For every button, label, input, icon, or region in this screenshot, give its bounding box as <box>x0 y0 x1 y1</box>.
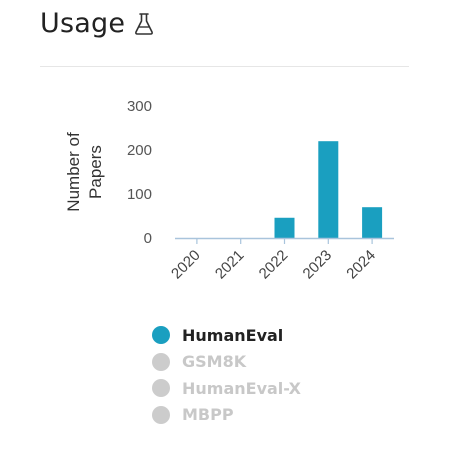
legend-item[interactable]: HumanEval-X <box>152 375 301 402</box>
header-divider <box>40 66 409 67</box>
y-axis-label-line: Papers <box>86 145 105 199</box>
legend-item[interactable]: HumanEval <box>152 322 301 349</box>
legend-dot-icon <box>152 326 170 345</box>
y-tick-label: 0 <box>144 230 152 247</box>
y-tick-label: 200 <box>127 142 152 159</box>
legend-item[interactable]: GSM8K <box>152 349 301 376</box>
legend-dot-icon <box>152 405 170 424</box>
x-tick-label: 2022 <box>256 247 292 283</box>
usage-chart: 0 100 200 300 Number of Papers 2020 2021 2022 202… <box>0 80 452 310</box>
usage-header: Usage <box>40 8 155 39</box>
chart-legend: HumanEval GSM8K HumanEval-X MBPP <box>152 322 301 428</box>
page-title: Usage <box>40 8 126 39</box>
y-axis-label-line: Number of <box>64 132 83 212</box>
legend-dot-icon <box>152 379 170 398</box>
legend-item[interactable]: MBPP <box>152 402 301 429</box>
flask-icon <box>135 12 154 35</box>
legend-label: HumanEval <box>182 325 284 345</box>
x-tick-label: 2024 <box>343 247 379 283</box>
legend-label: GSM8K <box>182 352 247 372</box>
legend-dot-icon <box>152 352 170 371</box>
bar-2023[interactable] <box>318 141 339 238</box>
y-axis-label: Number of Papers <box>64 132 105 212</box>
legend-label: HumanEval-X <box>182 378 301 398</box>
y-tick-label: 100 <box>127 186 152 203</box>
bar-2022[interactable] <box>274 217 295 238</box>
bar-2024[interactable] <box>362 207 383 238</box>
legend-label: MBPP <box>182 405 234 425</box>
x-tick-label: 2021 <box>212 247 248 283</box>
x-tick-label: 2020 <box>168 247 204 283</box>
x-tick-label: 2023 <box>300 247 336 283</box>
y-tick-label: 300 <box>127 98 152 115</box>
